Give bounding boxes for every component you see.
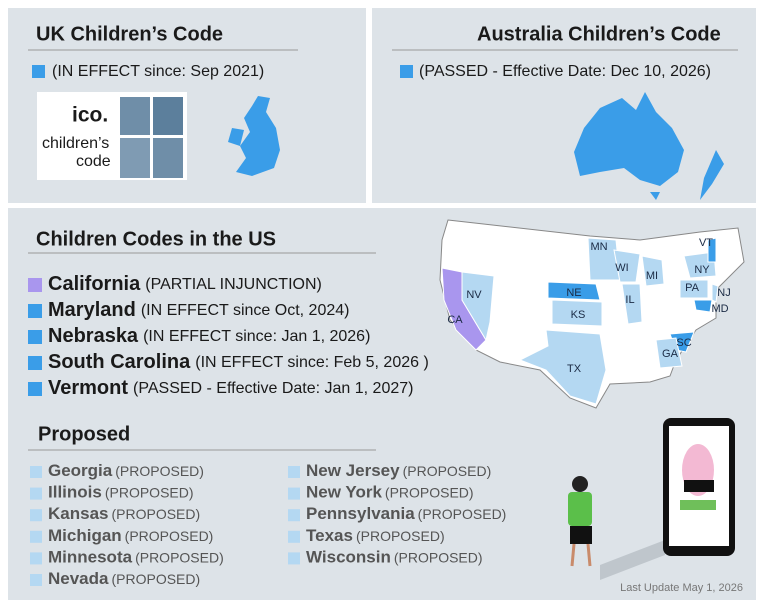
state-status: (PROPOSED) xyxy=(403,463,492,479)
illustration xyxy=(568,418,735,580)
legend-square xyxy=(32,65,45,78)
state-name: Michigan xyxy=(48,526,122,545)
logo-line1: children’s xyxy=(42,135,109,152)
uk-status: (IN EFFECT since: Sep 2021) xyxy=(52,63,264,80)
state-name: Georgia xyxy=(48,461,113,480)
uk-title: UK Children’s Code xyxy=(36,23,223,45)
map-label: TX xyxy=(567,363,582,375)
legend-square xyxy=(28,304,42,318)
map-label: WI xyxy=(615,262,628,274)
us-title: Children Codes in the US xyxy=(36,228,276,250)
legend-square xyxy=(28,356,42,370)
state-name: Kansas xyxy=(48,505,108,524)
state-status: (IN EFFECT since: Feb 5, 2026 ) xyxy=(195,354,429,371)
map-label: NY xyxy=(694,264,710,276)
state-name: Texas xyxy=(306,526,353,545)
legend-square xyxy=(288,530,300,543)
legend-square xyxy=(30,552,42,565)
map-label: IL xyxy=(625,294,634,306)
legend-square xyxy=(28,330,42,344)
legend-square xyxy=(28,278,42,292)
state-name: Minnesota xyxy=(48,548,133,567)
state-name: New Jersey xyxy=(306,461,400,480)
australia-title: Australia Children’s Code xyxy=(477,23,721,45)
state-name: Nevada xyxy=(48,569,109,588)
logo-brand: ico. xyxy=(72,104,108,127)
legend-square xyxy=(30,487,42,500)
map-label: CA xyxy=(447,314,463,326)
proposed-entry: Michigan (PROPOSED) xyxy=(48,526,213,545)
australia-status: (PASSED - Effective Date: Dec 10, 2026) xyxy=(419,63,711,80)
map-label: MD xyxy=(711,303,728,315)
legend-square xyxy=(288,509,300,522)
state-name: South Carolina xyxy=(48,351,191,373)
state-name: Nebraska xyxy=(48,325,139,347)
state-entry: Vermont (PASSED - Effective Date: Jan 1, … xyxy=(48,377,413,399)
state-entry: South Carolina (IN EFFECT since: Feb 5, 2… xyxy=(48,351,429,373)
proposed-entry: Texas (PROPOSED) xyxy=(306,526,445,545)
state-name: New York xyxy=(306,483,382,502)
legend-square xyxy=(30,466,42,478)
legend-square xyxy=(30,509,42,522)
proposed-entry: Nevada (PROPOSED) xyxy=(48,569,200,588)
legend-square xyxy=(400,65,413,78)
state-name: California xyxy=(48,273,141,295)
state-status: (PROPOSED) xyxy=(418,506,507,522)
map-label: VT xyxy=(699,237,713,249)
proposed-entry: New Jersey (PROPOSED) xyxy=(306,461,491,480)
state-status: (PASSED - Effective Date: Jan 1, 2027) xyxy=(133,380,413,397)
proposed-entry: New York (PROPOSED) xyxy=(306,483,474,502)
legend-square xyxy=(288,487,300,500)
state-name: Maryland xyxy=(48,299,136,321)
uk-map xyxy=(228,96,280,176)
legend-square xyxy=(288,552,300,565)
map-label: MI xyxy=(646,270,658,282)
map-label: NE xyxy=(566,287,581,299)
legend-square xyxy=(30,574,42,586)
legend-square xyxy=(30,530,42,543)
state-entry: Nebraska (IN EFFECT since: Jan 1, 2026) xyxy=(48,325,370,347)
proposed-entry: Kansas (PROPOSED) xyxy=(48,505,200,524)
proposed-entry: Pennsylvania (PROPOSED) xyxy=(306,505,506,524)
map-label: MN xyxy=(590,241,607,253)
state-status: (IN EFFECT since Oct, 2024) xyxy=(141,302,350,319)
state-name: Pennsylvania xyxy=(306,505,415,524)
map-label: NV xyxy=(466,289,482,301)
legend-square xyxy=(28,382,42,396)
state-name: Vermont xyxy=(48,377,128,399)
state-name: Wisconsin xyxy=(306,548,391,567)
state-status: (PROPOSED) xyxy=(135,549,224,565)
proposed-entry: Minnesota (PROPOSED) xyxy=(48,548,224,567)
map-label: KS xyxy=(571,309,586,321)
logo-line2: code xyxy=(76,153,111,170)
map-label: PA xyxy=(685,282,700,294)
state-status: (IN EFFECT since: Jan 1, 2026) xyxy=(143,328,370,345)
proposed-entry: Wisconsin (PROPOSED) xyxy=(306,548,483,567)
map-label: SC xyxy=(676,337,691,349)
australia-map xyxy=(574,92,724,200)
state-status: (PROPOSED) xyxy=(385,484,474,500)
map-label: NJ xyxy=(717,287,730,299)
state-entry: California (PARTIAL INJUNCTION) xyxy=(48,273,322,295)
map-label: GA xyxy=(662,348,679,360)
state-status: (PROPOSED) xyxy=(111,506,200,522)
proposed-entry: Georgia (PROPOSED) xyxy=(48,461,204,480)
legend-square xyxy=(288,466,300,478)
state-status: (PROPOSED) xyxy=(105,484,194,500)
footer: Last Update May 1, 2026 xyxy=(620,582,743,594)
state-status: (PROPOSED) xyxy=(394,549,483,565)
state-status: (PROPOSED) xyxy=(111,571,200,587)
proposed-title: Proposed xyxy=(38,423,130,445)
state-status: (PROPOSED) xyxy=(356,528,445,544)
australia-panel xyxy=(372,8,756,203)
proposed-entry: Illinois (PROPOSED) xyxy=(48,483,194,502)
us-map xyxy=(439,219,745,409)
state-name: Illinois xyxy=(48,483,102,502)
state-status: (PARTIAL INJUNCTION) xyxy=(145,276,322,293)
ico-logo: ico. children’s code xyxy=(37,92,187,180)
state-status: (PROPOSED) xyxy=(125,528,214,544)
state-status: (PROPOSED) xyxy=(115,463,204,479)
state-entry: Maryland (IN EFFECT since Oct, 2024) xyxy=(48,299,349,321)
